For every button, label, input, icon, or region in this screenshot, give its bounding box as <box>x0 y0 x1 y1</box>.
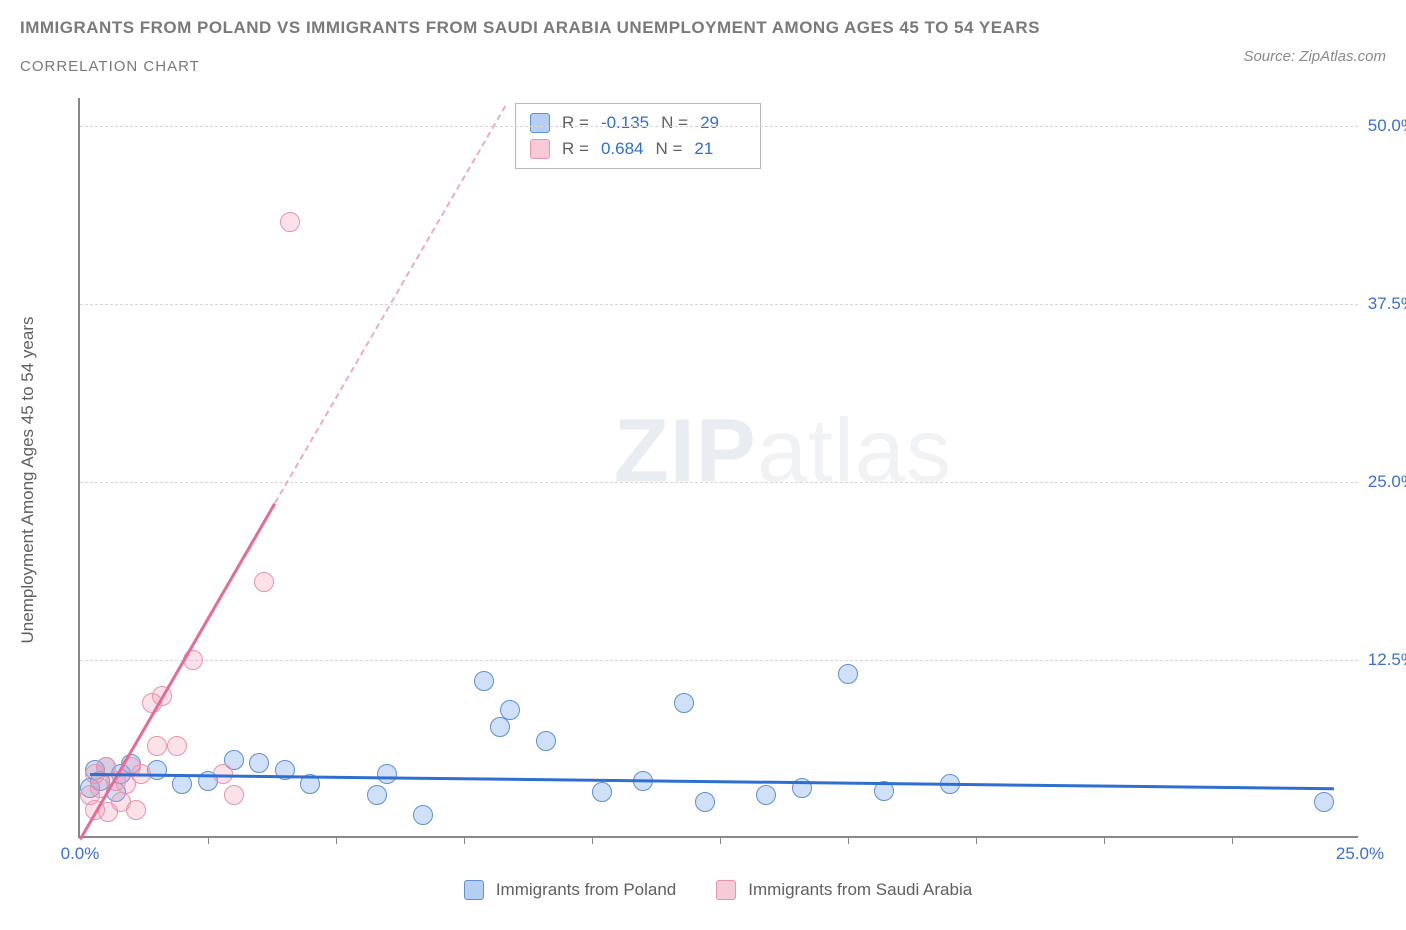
legend-stats-box: R = -0.135 N = 29 R = 0.684 N = 21 <box>515 103 761 169</box>
swatch-blue-icon <box>464 880 484 900</box>
scatter-point <box>474 671 494 691</box>
gridline <box>80 126 1358 127</box>
n-label: N = <box>655 136 682 162</box>
x-tick-mark <box>336 836 337 844</box>
scatter-point <box>695 792 715 812</box>
x-tick-mark <box>720 836 721 844</box>
r-label: R = <box>562 110 589 136</box>
x-tick-mark <box>592 836 593 844</box>
scatter-point <box>838 664 858 684</box>
plot-surface: ZIPatlas R = -0.135 N = 29 R = 0.684 N =… <box>78 98 1358 838</box>
r-value-poland: -0.135 <box>597 110 653 136</box>
gridline <box>80 304 1358 305</box>
scatter-point <box>172 774 192 794</box>
y-axis-label: Unemployment Among Ages 45 to 54 years <box>18 317 38 644</box>
scatter-point <box>490 717 510 737</box>
legend-label-saudi: Immigrants from Saudi Arabia <box>748 880 972 900</box>
chart-title: IMMIGRANTS FROM POLAND VS IMMIGRANTS FRO… <box>20 18 1040 38</box>
n-label: N = <box>661 110 688 136</box>
source-label: Source: ZipAtlas.com <box>1243 48 1386 65</box>
scatter-point <box>367 785 387 805</box>
x-tick-mark <box>848 836 849 844</box>
x-tick-label: 0.0% <box>61 844 100 864</box>
x-tick-mark <box>1104 836 1105 844</box>
scatter-point <box>756 785 776 805</box>
x-tick-mark <box>464 836 465 844</box>
x-tick-label: 25.0% <box>1336 844 1384 864</box>
x-tick-mark <box>1232 836 1233 844</box>
r-label: R = <box>562 136 589 162</box>
scatter-point <box>500 700 520 720</box>
x-tick-mark <box>976 836 977 844</box>
scatter-point <box>126 800 146 820</box>
scatter-point <box>377 764 397 784</box>
scatter-point <box>280 212 300 232</box>
legend-stats-row-poland: R = -0.135 N = 29 <box>530 110 746 136</box>
legend-label-poland: Immigrants from Poland <box>496 880 676 900</box>
bottom-legend: Immigrants from Poland Immigrants from S… <box>58 880 1378 900</box>
n-value-poland: 29 <box>696 110 746 136</box>
swatch-pink-icon <box>716 880 736 900</box>
chart-subtitle: CORRELATION CHART <box>20 58 200 75</box>
x-tick-mark <box>208 836 209 844</box>
trend-line <box>90 773 1334 790</box>
legend-stats-row-saudi: R = 0.684 N = 21 <box>530 136 746 162</box>
legend-item-saudi: Immigrants from Saudi Arabia <box>716 880 972 900</box>
scatter-point <box>254 572 274 592</box>
watermark: ZIPatlas <box>614 401 952 504</box>
r-value-saudi: 0.684 <box>597 136 648 162</box>
y-tick-label: 25.0% <box>1361 472 1406 492</box>
gridline <box>80 482 1358 483</box>
gridline <box>80 660 1358 661</box>
y-tick-label: 50.0% <box>1361 116 1406 136</box>
scatter-point <box>536 731 556 751</box>
n-value-saudi: 21 <box>690 136 740 162</box>
scatter-point <box>1314 792 1334 812</box>
swatch-blue-icon <box>530 113 550 133</box>
scatter-point <box>413 805 433 825</box>
swatch-pink-icon <box>530 139 550 159</box>
legend-item-poland: Immigrants from Poland <box>464 880 676 900</box>
chart-area: Unemployment Among Ages 45 to 54 years Z… <box>58 90 1378 870</box>
y-tick-label: 37.5% <box>1361 294 1406 314</box>
scatter-point <box>674 693 694 713</box>
scatter-point <box>224 785 244 805</box>
scatter-point <box>167 736 187 756</box>
y-tick-label: 12.5% <box>1361 650 1406 670</box>
scatter-point <box>592 782 612 802</box>
scatter-point <box>249 753 269 773</box>
scatter-point <box>147 736 167 756</box>
